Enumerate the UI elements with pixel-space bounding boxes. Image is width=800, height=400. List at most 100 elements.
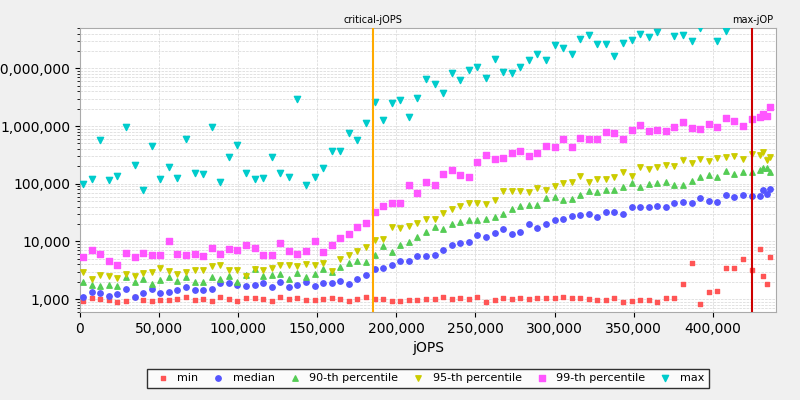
- min: [291, 294, 304, 301]
- max: [428, 81, 441, 88]
- max: [711, 38, 724, 44]
- median: [171, 287, 184, 294]
- median: [737, 192, 750, 199]
- max: [626, 37, 638, 44]
- 99-th percentile: [677, 119, 690, 126]
- median: [719, 192, 732, 198]
- max: [214, 178, 226, 185]
- min: [686, 259, 698, 266]
- 99-th percentile: [368, 209, 381, 215]
- median: [522, 221, 535, 227]
- 99-th percentile: [428, 182, 441, 188]
- 90-th percentile: [291, 270, 304, 276]
- min: [282, 296, 295, 302]
- 95-th percentile: [617, 168, 630, 175]
- 95-th percentile: [248, 266, 261, 272]
- median: [531, 224, 544, 231]
- max: [531, 51, 544, 58]
- max: [257, 175, 270, 182]
- 99-th percentile: [291, 251, 304, 257]
- 95-th percentile: [566, 179, 578, 185]
- 99-th percentile: [651, 127, 664, 134]
- 95-th percentile: [694, 156, 706, 162]
- 99-th percentile: [94, 251, 106, 257]
- 95-th percentile: [531, 185, 544, 191]
- 90-th percentile: [514, 203, 526, 209]
- median: [359, 272, 372, 278]
- max: [308, 174, 321, 181]
- 99-th percentile: [626, 127, 638, 133]
- Text: max-jOP: max-jOP: [732, 15, 773, 25]
- median: [206, 286, 218, 292]
- 95-th percentile: [522, 189, 535, 195]
- min: [154, 296, 166, 303]
- 95-th percentile: [686, 160, 698, 166]
- max: [326, 148, 338, 154]
- median: [334, 278, 346, 284]
- min: [471, 294, 484, 300]
- max: [668, 33, 681, 39]
- 95-th percentile: [626, 172, 638, 179]
- 90-th percentile: [419, 229, 432, 236]
- max: [737, 12, 750, 18]
- 99-th percentile: [617, 136, 630, 142]
- max: [162, 164, 175, 170]
- max: [334, 148, 346, 155]
- 95-th percentile: [377, 236, 390, 242]
- max: [557, 44, 570, 51]
- min: [197, 296, 210, 302]
- median: [162, 289, 175, 295]
- 90-th percentile: [634, 183, 646, 190]
- max: [694, 25, 706, 31]
- median: [446, 242, 458, 248]
- min: [419, 296, 432, 302]
- 90-th percentile: [326, 269, 338, 276]
- 90-th percentile: [659, 178, 672, 185]
- min: [479, 298, 492, 305]
- 99-th percentile: [137, 250, 150, 256]
- max: [506, 70, 518, 76]
- min: [266, 298, 278, 304]
- max: [386, 99, 398, 106]
- 95-th percentile: [317, 260, 330, 266]
- 99-th percentile: [599, 129, 612, 135]
- min: [402, 297, 415, 303]
- min: [728, 264, 741, 271]
- max: [617, 40, 630, 46]
- 90-th percentile: [188, 278, 201, 285]
- max: [746, 15, 758, 22]
- median: [214, 280, 226, 287]
- 95-th percentile: [642, 166, 655, 172]
- min: [222, 296, 235, 302]
- 95-th percentile: [757, 148, 770, 155]
- max: [471, 64, 484, 70]
- 90-th percentile: [737, 169, 750, 176]
- 95-th percentile: [146, 268, 158, 275]
- median: [746, 193, 758, 199]
- 95-th percentile: [651, 164, 664, 170]
- max: [763, 8, 776, 14]
- median: [634, 204, 646, 210]
- max: [437, 90, 450, 96]
- 90-th percentile: [368, 252, 381, 259]
- 90-th percentile: [171, 278, 184, 284]
- max: [574, 36, 586, 42]
- max: [757, 19, 770, 26]
- median: [274, 279, 286, 286]
- 99-th percentile: [557, 136, 570, 142]
- min: [694, 301, 706, 308]
- 99-th percentile: [394, 200, 406, 206]
- Legend: min, median, 90-th percentile, 95-th percentile, 99-th percentile, max: min, median, 90-th percentile, 95-th per…: [147, 369, 709, 388]
- 90-th percentile: [274, 271, 286, 277]
- 90-th percentile: [642, 181, 655, 188]
- 95-th percentile: [539, 186, 552, 193]
- 99-th percentile: [539, 142, 552, 149]
- 95-th percentile: [94, 272, 106, 278]
- median: [197, 286, 210, 293]
- 90-th percentile: [299, 274, 312, 280]
- max: [608, 53, 621, 59]
- median: [128, 294, 141, 300]
- 90-th percentile: [386, 249, 398, 256]
- 99-th percentile: [180, 251, 193, 258]
- min: [608, 295, 621, 302]
